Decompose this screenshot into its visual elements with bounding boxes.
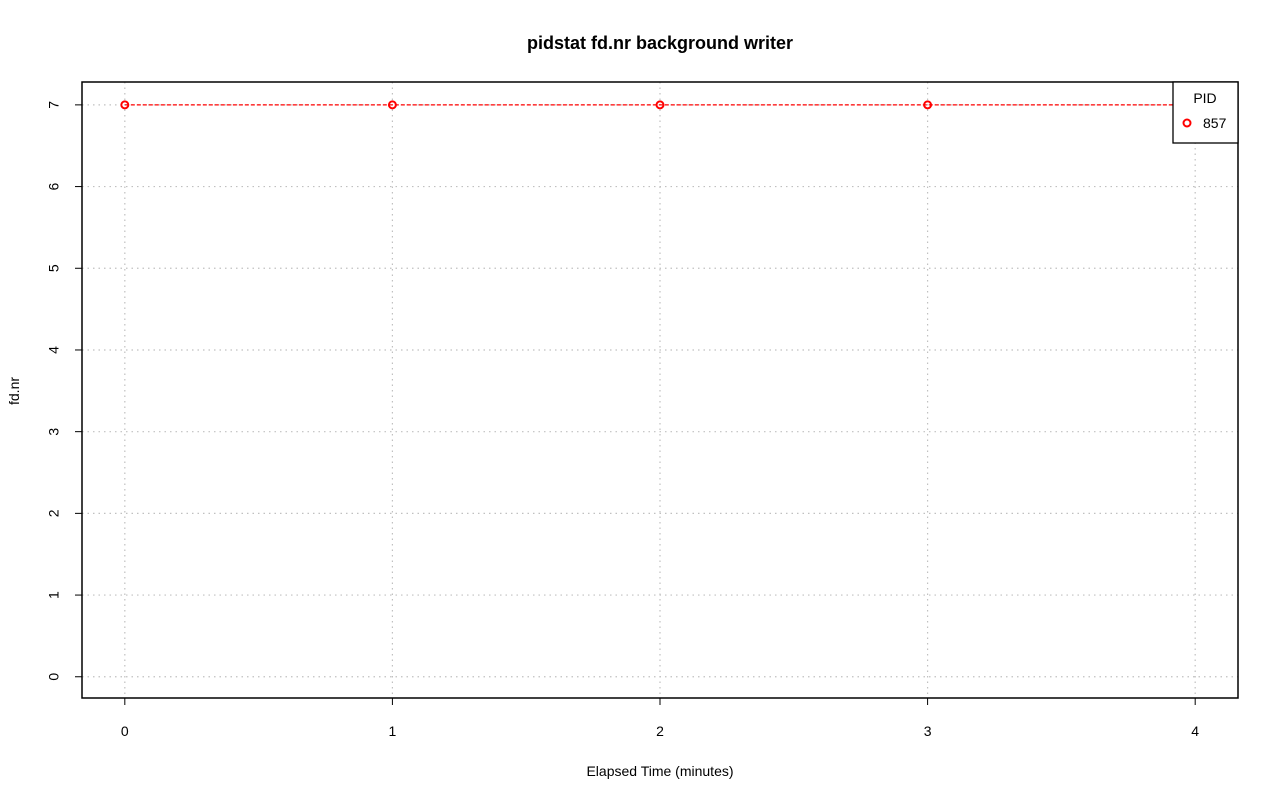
legend-title: PID [1193,90,1216,106]
grid-layer [82,82,1238,698]
x-tick-label: 0 [121,723,129,739]
legend-entry-857: 857 [1203,115,1227,131]
y-tick-label: 2 [46,509,62,517]
y-axis: 0 1 2 3 4 5 6 7 [46,101,82,681]
chart-title: pidstat fd.nr background writer [527,33,793,53]
x-tick-label: 4 [1191,723,1199,739]
x-tick-label: 1 [389,723,397,739]
y-tick-label: 4 [46,346,62,354]
y-tick-label: 0 [46,673,62,681]
data-point [655,100,665,110]
y-axis-label: fd.nr [6,377,22,405]
x-axis-label: Elapsed Time (minutes) [586,763,733,779]
y-tick-label: 5 [46,264,62,272]
x-axis: 0 1 2 3 4 [121,698,1199,739]
x-tick-label: 3 [924,723,932,739]
legend-marker-857 [1182,118,1192,128]
y-tick-label: 6 [46,182,62,190]
y-tick-label: 7 [46,101,62,109]
legend-box [1172,81,1239,144]
data-point [120,100,130,110]
y-tick-label: 1 [46,591,62,599]
y-tick-label: 3 [46,428,62,436]
data-point [923,100,933,110]
x-tick-label: 2 [656,723,664,739]
data-point [387,100,397,110]
legend: PID 857 [1172,81,1239,144]
